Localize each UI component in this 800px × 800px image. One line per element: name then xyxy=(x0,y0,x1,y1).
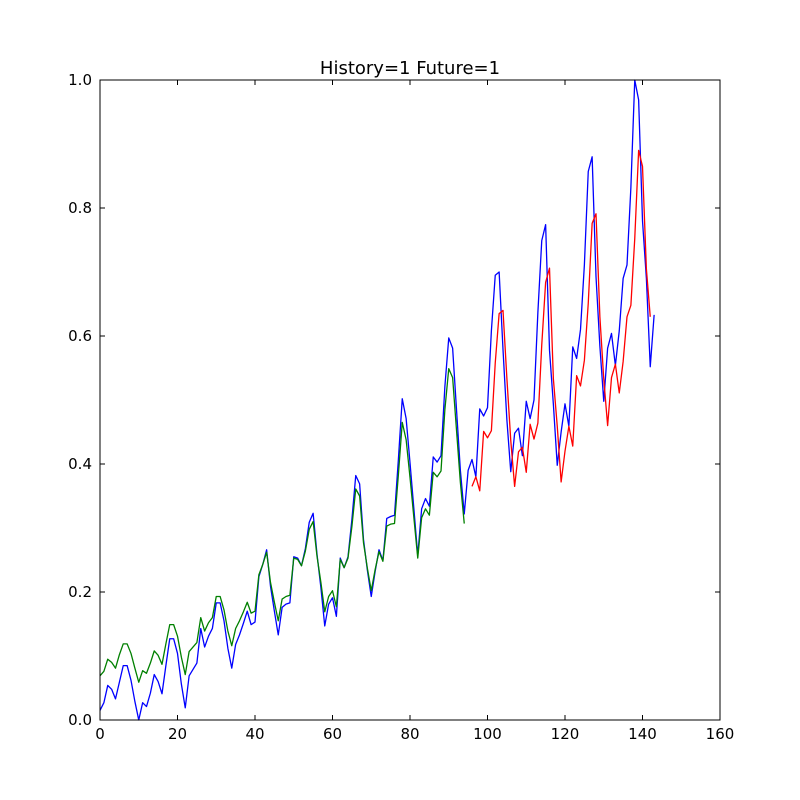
y-tick-label: 0.6 xyxy=(68,327,92,345)
series-line-2 xyxy=(471,149,651,492)
x-tick-label: 120 xyxy=(551,725,580,743)
x-tick-label: 40 xyxy=(245,725,264,743)
tick-layer: 0 20 40 60 80 100 120 140 160 0.0 0.2 0.4 0.6 0.8 1.0 xyxy=(68,71,734,743)
x-tick-label: 140 xyxy=(628,725,657,743)
x-tick-label: 100 xyxy=(473,725,502,743)
series-line-1 xyxy=(99,367,465,683)
series-layer xyxy=(99,79,655,721)
chart-title: History=1 Future=1 xyxy=(320,58,500,79)
y-tick-label: 0.8 xyxy=(68,199,92,217)
x-tick-label: 160 xyxy=(706,725,735,743)
y-tick-label: 1.0 xyxy=(68,71,92,89)
y-tick-label: 0.0 xyxy=(68,711,92,729)
x-tick-label: 60 xyxy=(323,725,342,743)
x-tick-label: 0 xyxy=(95,725,105,743)
y-tick-label: 0.2 xyxy=(68,583,92,601)
series-line-0 xyxy=(99,79,655,721)
x-tick-label: 20 xyxy=(168,725,187,743)
x-tick-label: 80 xyxy=(400,725,419,743)
plot-frame xyxy=(99,79,721,721)
y-tick-label: 0.4 xyxy=(68,455,92,473)
